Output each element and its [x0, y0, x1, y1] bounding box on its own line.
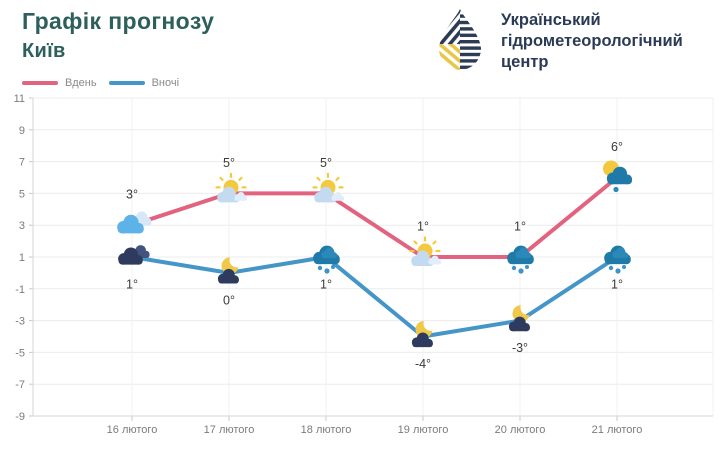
legend-night-label: Вночі [151, 77, 180, 89]
day-temp-label: 1° [417, 220, 429, 234]
night-line [130, 255, 619, 339]
x-tick-label: 18 лютого [301, 424, 352, 436]
y-tick-label: -5 [15, 347, 25, 359]
night-temp-label: -4° [415, 357, 431, 371]
org-name: Український гідрометеорологічний центр [501, 10, 683, 73]
org-name-line1: Український [501, 11, 601, 29]
chart-legend: Вдень Вночі [22, 77, 179, 89]
uhmc-logo: Український гідрометеорологічний центр [432, 8, 683, 73]
day-temp-label: 5° [223, 156, 235, 170]
day-temp-label: 3° [126, 188, 138, 202]
night-temp-label: 1° [611, 278, 623, 292]
cloudy-day-icon [117, 212, 151, 234]
y-tick-label: 5 [19, 188, 25, 200]
legend-item-day: Вдень [22, 77, 97, 89]
legend-item-night: Вночі [108, 77, 180, 89]
sun-cloud-icon [314, 174, 345, 203]
day-temp-label: 6° [611, 140, 623, 154]
day-line-swatch [22, 81, 58, 85]
sun-cloud-icon [217, 174, 248, 203]
y-tick-label: 1 [19, 252, 25, 264]
y-tick-label: 9 [19, 125, 25, 137]
night-line-swatch [108, 81, 145, 85]
clouds-night-icon [118, 245, 149, 265]
moon-cloud-icon [509, 305, 530, 331]
droplet-logo-icon [439, 9, 481, 70]
y-tick-label: 7 [19, 157, 25, 169]
legend-day-label: Вдень [65, 77, 97, 89]
y-tick-label: -9 [15, 411, 25, 423]
rain-cloud-icon [313, 246, 340, 274]
night-temp-label: -3° [512, 341, 528, 355]
day-line [130, 175, 619, 259]
x-tick-label: 17 лютого [204, 424, 255, 436]
x-tick-label: 20 лютого [495, 424, 546, 436]
x-tick-label: 19 лютого [398, 424, 449, 436]
y-tick-label: -7 [15, 379, 25, 391]
night-temp-label: 1° [126, 278, 138, 292]
night-temp-label: 1° [320, 278, 332, 292]
night-temp-label: 0° [223, 293, 235, 307]
x-tick-label: 16 лютого [107, 424, 158, 436]
city-subtitle: Київ [22, 40, 66, 62]
y-tick-label: -1 [15, 284, 25, 296]
page-title: Графік прогнозу [22, 8, 215, 34]
day-temp-label: 1° [514, 220, 526, 234]
y-tick-label: 11 [14, 93, 25, 105]
org-name-line2: гідрометеорологічний [501, 32, 683, 50]
y-tick-label: 3 [19, 220, 25, 232]
y-tick-label: -3 [15, 316, 25, 328]
rain-cloud-icon [604, 246, 631, 274]
day-temp-label: 5° [320, 156, 332, 170]
org-name-line3: центр [501, 53, 549, 71]
x-tick-label: 21 лютого [592, 424, 643, 436]
moon-cloud-icon [412, 321, 433, 347]
